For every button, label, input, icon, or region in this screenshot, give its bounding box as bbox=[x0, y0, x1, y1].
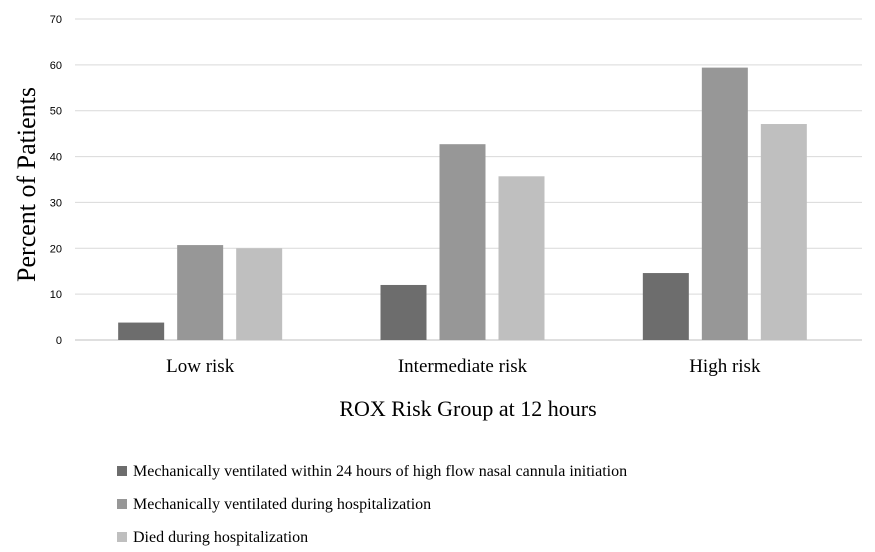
y-axis-ticks: 0 10 20 30 40 50 60 70 bbox=[50, 14, 62, 347]
bar bbox=[177, 245, 224, 340]
legend-swatch bbox=[117, 466, 127, 476]
legend-label: Died during hospitalization bbox=[133, 529, 308, 546]
legend-swatch bbox=[117, 532, 127, 542]
y-tick-label: 10 bbox=[50, 289, 62, 301]
legend-label: Mechanically ventilated within 24 hours … bbox=[133, 463, 627, 480]
bar bbox=[760, 124, 807, 341]
x-axis-categories: Low risk Intermediate risk High risk bbox=[166, 356, 761, 377]
x-category-label: High risk bbox=[689, 356, 761, 377]
y-tick-label: 70 bbox=[50, 14, 62, 26]
bar bbox=[439, 144, 486, 340]
x-category-label: Low risk bbox=[166, 356, 235, 377]
y-tick-label: 0 bbox=[56, 335, 62, 347]
y-tick-label: 30 bbox=[50, 197, 62, 209]
x-category-label: Intermediate risk bbox=[398, 356, 528, 377]
legend: Mechanically ventilated within 24 hours … bbox=[117, 463, 627, 546]
bar bbox=[642, 273, 689, 340]
bar bbox=[701, 67, 748, 340]
legend-label: Mechanically ventilated during hospitali… bbox=[133, 496, 431, 513]
y-tick-label: 20 bbox=[50, 243, 62, 255]
x-axis-label: ROX Risk Group at 12 hours bbox=[339, 396, 596, 421]
bar bbox=[380, 284, 427, 340]
legend-swatch bbox=[117, 499, 127, 509]
y-tick-label: 40 bbox=[50, 152, 62, 164]
bar bbox=[236, 248, 283, 340]
y-axis-label: Percent of Patients bbox=[12, 87, 41, 282]
bars bbox=[118, 67, 807, 341]
y-tick-label: 60 bbox=[50, 60, 62, 72]
bar bbox=[118, 322, 165, 340]
y-tick-label: 50 bbox=[50, 106, 62, 118]
bar bbox=[498, 176, 545, 340]
